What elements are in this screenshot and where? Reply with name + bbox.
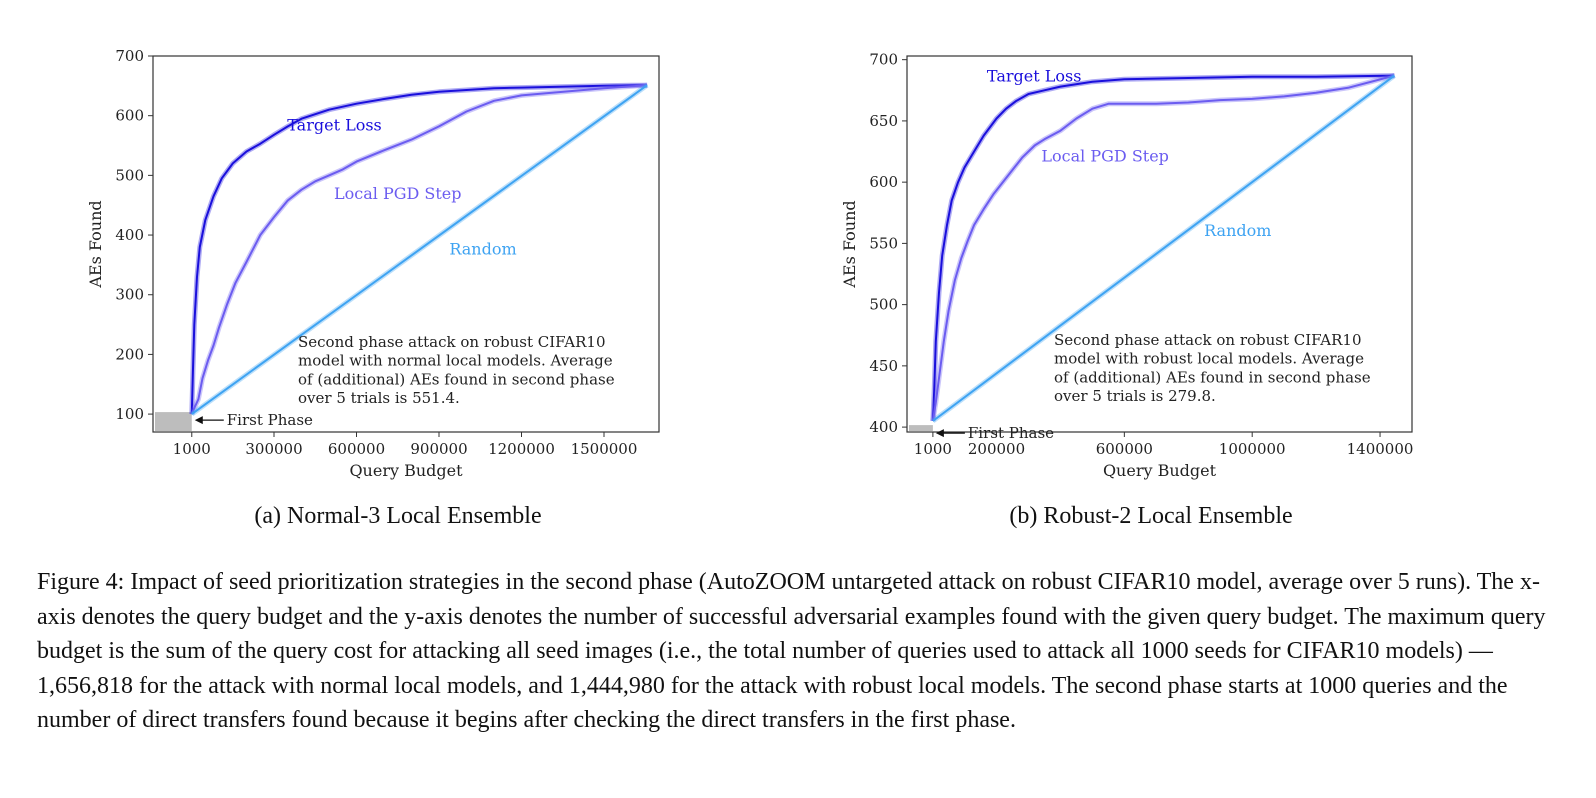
figure-caption: Figure 4: Impact of seed prioritization … [37,565,1567,738]
series-line-b [931,74,1395,422]
series-line-a [190,84,648,415]
x-tick-label-a: 1200000 [488,440,555,458]
chart-b-robust-ensemble: 400 450 500 550 600 650 700 1000 200000 600000 100… [840,51,1413,480]
chart-a-normal-ensemble: 100 200 300 400 500 600 700 1000 300000 600000 900… [86,47,660,480]
annotation-line-a: Second phase attack on robust CIFAR10 [298,333,606,351]
caption-text: Figure 4: Impact of seed prioritization … [37,569,1546,733]
x-tick-label-b: 600000 [1096,440,1153,458]
plot-frame-a [152,55,660,433]
first-phase-block-b [909,425,933,431]
y-tick-label-b: 400 [869,418,898,436]
y-tick-label-a: 700 [115,47,144,65]
series-line-a [190,84,648,415]
y-axis-label-a: AEs Found [86,200,105,288]
y-tick-label-b: 450 [869,357,898,375]
x-tick-label-a: 900000 [410,440,467,458]
y-tick-label-b: 600 [869,173,898,191]
annotation-line-b: over 5 trials is 279.8. [1054,387,1216,405]
first-phase-block-a [155,412,192,431]
y-tick-label-b: 650 [869,112,898,130]
series-line-b [932,74,1395,422]
y-tick-label-b: 500 [869,296,898,314]
first-phase-label-b: First Phase [968,424,1054,442]
figure-charts: 100 200 300 400 500 600 700 1000 300000 600000 900… [86,47,1413,480]
x-tick-label-a: 1000 [173,440,211,458]
first-phase-label-a: First Phase [227,411,313,429]
annotation-line-b: Second phase attack on robust CIFAR10 [1054,331,1362,349]
y-tick-label-a: 100 [115,405,144,423]
y-tick-label-b: 550 [869,234,898,252]
series-line-b [931,74,1395,422]
y-axis-label-b: AEs Found [840,200,859,288]
y-tick-label-a: 200 [115,345,144,363]
x-axis-label-b: Query Budget [1103,461,1217,480]
x-tick-label-a: 600000 [328,440,385,458]
x-tick-label-a: 1500000 [571,440,638,458]
first-phase-arrowhead-b [935,429,944,438]
series-label-a: Local PGD Step [334,184,462,203]
annotation-line-a: over 5 trials is 551.4. [298,389,460,407]
annotation-line-a: model with normal local models. Average [298,352,613,370]
y-tick-label-a: 600 [115,107,144,125]
y-tick-label-b: 700 [869,51,898,69]
first-phase-arrowhead-a [194,416,203,425]
x-axis-label-a: Query Budget [349,461,463,480]
series-label-b: Local PGD Step [1041,146,1169,165]
subcaption-b: (b) Robust-2 Local Ensemble [1009,503,1293,529]
y-tick-label-a: 500 [115,166,144,184]
annotation-line-a: of (additional) AEs found in second phas… [298,370,615,388]
series-label-a: Random [449,240,516,259]
x-tick-label-b: 200000 [968,440,1025,458]
annotation-line-b: model with robust local models. Average [1054,350,1364,368]
y-tick-label-a: 300 [115,286,144,304]
series-line-a [191,84,648,415]
series-label-a: Target Loss [287,116,382,135]
x-tick-label-b: 1000 [914,440,952,458]
plot-frame-b [906,55,1413,433]
y-tick-label-a: 400 [115,226,144,244]
x-tick-label-b: 1400000 [1347,440,1414,458]
subcaption-a: (a) Normal-3 Local Ensemble [254,503,542,529]
annotation-line-b: of (additional) AEs found in second phas… [1054,368,1371,386]
series-label-b: Target Loss [987,67,1082,86]
x-tick-label-b: 1000000 [1219,440,1286,458]
x-tick-label-a: 300000 [245,440,302,458]
series-label-b: Random [1204,221,1271,240]
